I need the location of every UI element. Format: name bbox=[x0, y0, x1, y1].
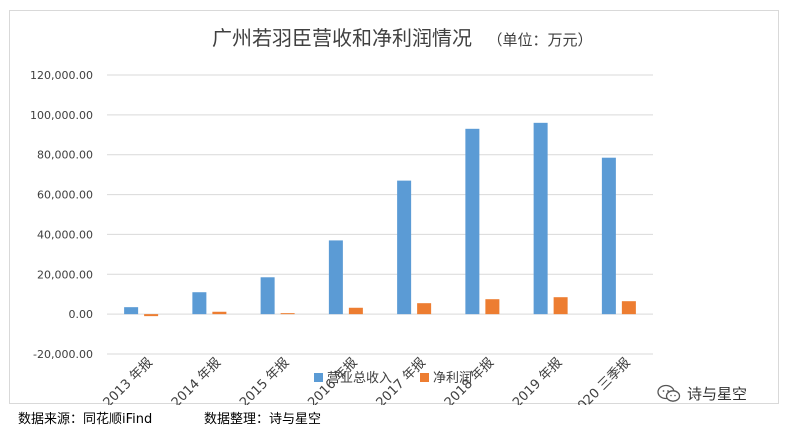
revenue-bar bbox=[260, 277, 275, 315]
net-profit-bar bbox=[417, 303, 432, 315]
legend-swatch bbox=[420, 373, 429, 382]
gridlines bbox=[107, 74, 653, 355]
bars bbox=[124, 122, 636, 317]
net-profit-bar bbox=[348, 307, 363, 315]
chart-frame: 广州若羽臣营收和净利润情况 （单位：万元） -20,000.00 0.00 20,0… bbox=[9, 10, 779, 405]
chart-unit-note: （单位：万元） bbox=[487, 31, 592, 49]
y-tick-label: 40,000.00 bbox=[37, 228, 93, 241]
x-tick-label: 2020 三季报 bbox=[569, 355, 634, 405]
revenue-bar bbox=[124, 307, 139, 315]
revenue-bar bbox=[601, 157, 616, 315]
revenue-bar bbox=[192, 292, 207, 315]
y-tick-label: 60,000.00 bbox=[37, 189, 93, 202]
net-profit-bar bbox=[553, 297, 568, 315]
revenue-bar bbox=[465, 128, 480, 315]
x-tick-label: 2014 年报 bbox=[169, 355, 224, 405]
data-editor-note: 数据整理：诗与星空 bbox=[204, 412, 322, 427]
legend-label: 净利润 bbox=[433, 371, 472, 386]
revenue-bar bbox=[328, 240, 343, 315]
y-tick-label: 120,000.00 bbox=[30, 69, 93, 82]
y-tick-label: -20,000.00 bbox=[33, 348, 93, 361]
legend-swatch bbox=[314, 373, 323, 382]
watermark: 诗与星空 bbox=[657, 383, 747, 404]
x-tick-label: 2013 年报 bbox=[101, 355, 156, 405]
data-source-note: 数据来源：同花顺iFind bbox=[18, 412, 153, 427]
wechat-icon bbox=[657, 384, 681, 402]
net-profit-bar bbox=[280, 313, 295, 315]
watermark-text: 诗与星空 bbox=[687, 385, 748, 403]
net-profit-bar bbox=[212, 311, 227, 315]
y-tick-label: 80,000.00 bbox=[37, 149, 93, 162]
y-tick-label: 0.00 bbox=[69, 308, 94, 321]
net-profit-bar bbox=[621, 301, 636, 315]
x-tick-label: 2015 年报 bbox=[237, 355, 292, 405]
y-tick-label: 100,000.00 bbox=[30, 109, 93, 122]
chart-title: 广州若羽臣营收和净利润情况 bbox=[212, 26, 472, 50]
revenue-bar bbox=[533, 122, 548, 315]
net-profit-bar bbox=[144, 314, 159, 317]
y-axis-ticks: -20,000.00 0.00 20,000.00 40,000.00 60,000.0… bbox=[30, 69, 93, 361]
revenue-bar bbox=[397, 180, 412, 315]
net-profit-bar bbox=[485, 299, 500, 315]
legend: 营业总收入 净利润 bbox=[314, 371, 472, 386]
y-tick-label: 20,000.00 bbox=[37, 268, 93, 281]
x-tick-label: 2019 年报 bbox=[510, 355, 565, 405]
bar-chart: 广州若羽臣营收和净利润情况 （单位：万元） -20,000.00 0.00 20,0… bbox=[30, 26, 653, 405]
legend-label: 营业总收入 bbox=[327, 371, 392, 386]
